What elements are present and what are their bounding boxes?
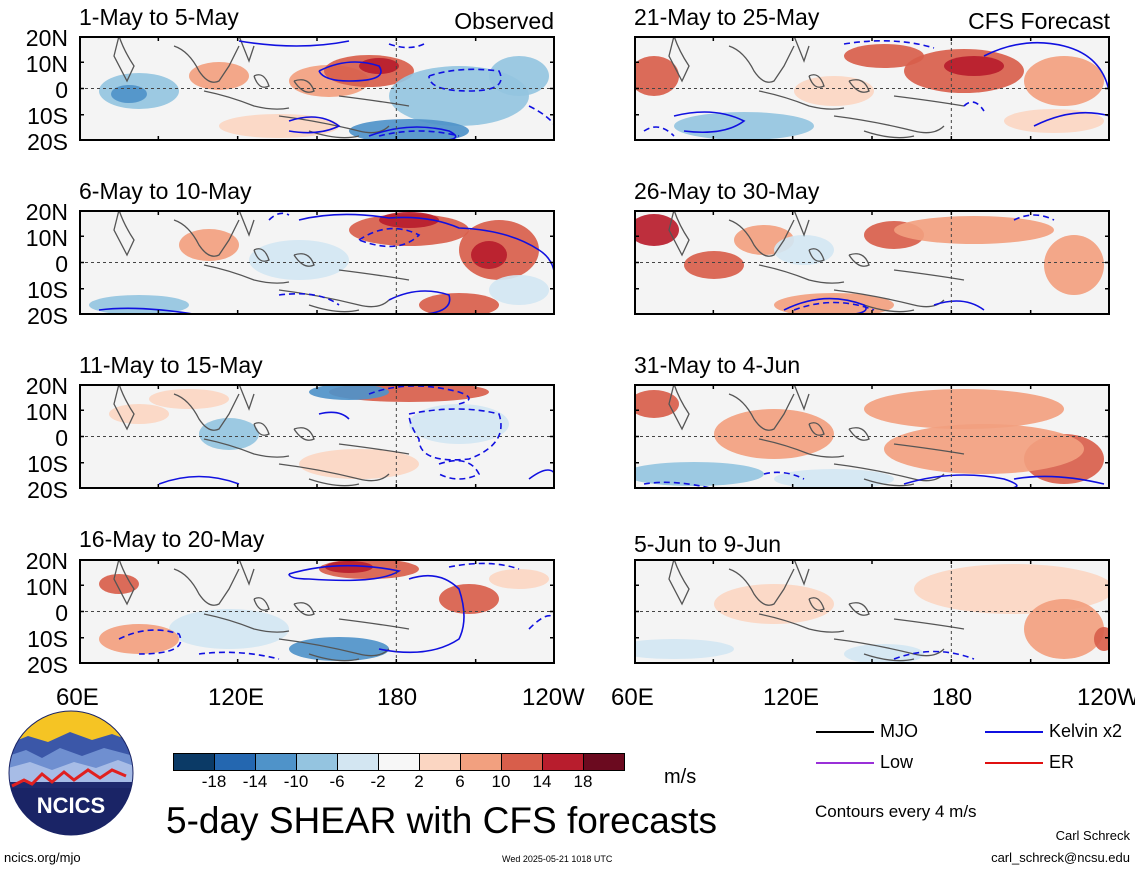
colorbar-cell xyxy=(255,753,297,771)
lon-label: 60E xyxy=(611,684,654,711)
colorbar-cell xyxy=(214,753,256,771)
lat-label: 10S xyxy=(27,626,68,652)
colorbar-tick-label: -2 xyxy=(370,772,386,791)
lon-label: 120W xyxy=(522,684,585,711)
map-panel-6 xyxy=(634,210,1110,315)
lat-label: 10N xyxy=(25,399,68,425)
colorbar-tick-label: -6 xyxy=(329,772,345,791)
lat-label: 20N xyxy=(25,373,68,399)
footer-timestamp: Wed 2025-05-21 1018 UTC xyxy=(502,854,613,864)
map-panel-4 xyxy=(79,559,555,664)
map-panel-2 xyxy=(79,210,555,315)
legend-line-kelvin xyxy=(985,731,1043,733)
footer-email: carl_schreck@ncsu.edu xyxy=(991,850,1130,865)
panel-title-2: 6-May to 10-May xyxy=(79,178,252,204)
legend-label-kelvin: Kelvin x2 xyxy=(1049,721,1123,741)
colorbar-cell xyxy=(337,753,379,771)
colorbar-tick-label: -18 xyxy=(201,772,227,791)
lat-label: 20S xyxy=(27,303,68,329)
colorbar-cell xyxy=(460,753,502,771)
lat-label: 10N xyxy=(25,574,68,600)
lon-label: 180 xyxy=(377,684,418,711)
colorbar-cell xyxy=(296,753,338,771)
lat-label: 10N xyxy=(25,225,68,251)
legend-label-er: ER xyxy=(1049,752,1075,772)
colorbar-cell xyxy=(173,753,215,771)
lat-label: 20N xyxy=(25,548,68,574)
colorbar-cell xyxy=(501,753,543,771)
cfs-forecast-label: CFS Forecast xyxy=(968,8,1110,34)
lat-label: 10S xyxy=(27,277,68,303)
legend-label-mjo: MJO xyxy=(880,721,918,741)
colorbar-cell xyxy=(542,753,584,771)
panel-title-5: 21-May to 25-May xyxy=(634,4,820,30)
colorbar-tick-label: 18 xyxy=(573,772,593,791)
lat-label: 0 xyxy=(55,77,68,103)
lon-label: 120E xyxy=(763,684,820,711)
map-panel-7 xyxy=(634,384,1110,489)
map-panel-8 xyxy=(634,559,1110,664)
legend-line-er xyxy=(985,762,1043,764)
colorbar-tick-label: 10 xyxy=(491,772,511,791)
panel-title-1: 1-May to 5-May xyxy=(79,4,239,30)
legend-line-mjo xyxy=(816,731,874,733)
panel-title-8: 5-Jun to 9-Jun xyxy=(634,531,782,557)
panel-title-7: 31-May to 4-Jun xyxy=(634,352,801,378)
lat-label: 0 xyxy=(55,425,68,451)
footer-author: Carl Schreck xyxy=(1055,828,1130,843)
lat-label: 0 xyxy=(55,251,68,277)
lat-label: 10S xyxy=(27,451,68,477)
colorbar-units: m/s xyxy=(664,766,697,788)
panel-title-3: 11-May to 15-May xyxy=(79,352,263,378)
lat-label: 10S xyxy=(27,103,68,129)
lat-label: 10N xyxy=(25,51,68,77)
colorbar-cell xyxy=(378,753,420,771)
colorbar-tick-label: -10 xyxy=(283,772,309,791)
colorbar-tick-label: 2 xyxy=(414,772,424,791)
contour-note: Contours every 4 m/s xyxy=(815,802,977,821)
lat-label: 20S xyxy=(27,129,68,155)
lat-label: 20N xyxy=(25,199,68,225)
colorbar-cell xyxy=(583,753,625,771)
footer-site: ncics.org/mjo xyxy=(4,850,81,865)
map-panel-5 xyxy=(634,36,1110,141)
lat-label: 0 xyxy=(55,600,68,626)
ncics-logo-text: NCICS xyxy=(37,793,105,818)
lon-label: 120W xyxy=(1077,686,1135,710)
lat-label: 20S xyxy=(27,652,68,678)
lon-label: 60E xyxy=(56,684,99,711)
colorbar-cell xyxy=(419,753,461,771)
panel-title-4: 16-May to 20-May xyxy=(79,526,265,552)
colorbar-tick-label: 14 xyxy=(532,772,552,791)
map-panel-1 xyxy=(79,36,555,141)
legend-label-low: Low xyxy=(880,752,914,772)
lat-label: 20N xyxy=(25,25,68,51)
ncics-logo: NCICS xyxy=(8,710,134,836)
lon-label: 120E xyxy=(208,684,265,711)
lon-label: 180 xyxy=(932,684,973,711)
legend-line-low xyxy=(816,762,874,764)
colorbar-tick-label: -14 xyxy=(242,772,268,791)
map-panel-3 xyxy=(79,384,555,489)
observed-label: Observed xyxy=(454,8,554,34)
colorbar-tick-label: 6 xyxy=(455,772,465,791)
main-title: 5-day SHEAR with CFS forecasts xyxy=(166,800,718,841)
lat-label: 20S xyxy=(27,477,68,503)
panel-title-6: 26-May to 30-May xyxy=(634,178,820,204)
